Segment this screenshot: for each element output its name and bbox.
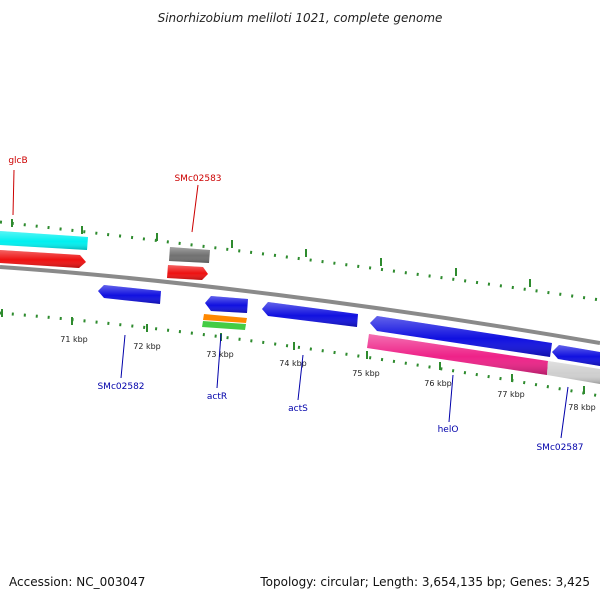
gene-leader-lines	[12, 169, 569, 439]
gene-label-helO[interactable]: helO	[438, 425, 459, 435]
gene-SMc02587-blue-shade	[552, 345, 600, 366]
gene-actR-shade	[205, 296, 248, 313]
outer-tick-ring-line	[0, 220, 600, 302]
map-title: Sinorhizobium meliloti 1021, complete ge…	[158, 11, 443, 25]
gene-label-actS[interactable]: actS	[288, 404, 308, 414]
inner-features	[98, 285, 600, 384]
genome-summary-text: Topology: circular; Length: 3,654,135 bp…	[259, 575, 590, 589]
leader-line-SMc02582	[120, 334, 126, 379]
gene-glcB-cyan-shade	[0, 231, 88, 250]
leader-line-SMc02587	[560, 386, 569, 439]
gene-SMc02582-shade	[98, 285, 161, 304]
kbp-label: 77 kbp	[497, 390, 525, 399]
accession-text: Accession: NC_003047	[9, 575, 145, 589]
leader-line-actS	[297, 354, 304, 401]
gene-label-SMc02583[interactable]: SMc02583	[174, 174, 221, 184]
gene-SMc02583-red-shade	[167, 265, 208, 280]
kbp-label: 76 kbp	[424, 379, 452, 388]
kbp-label: 74 kbp	[279, 359, 307, 368]
gene-actR-orange[interactable]	[203, 314, 247, 323]
outer-tick-ring	[0, 219, 600, 302]
gene-label-SMc02582[interactable]: SMc02582	[97, 382, 144, 392]
leader-line-helO	[448, 374, 454, 423]
gene-SMc02583-gray-shade	[169, 247, 210, 263]
gene-label-SMc02587[interactable]: SMc02587	[536, 443, 583, 453]
kbp-labels: 71 kbp 72 kbp 73 kbp 74 kbp 75 kbp 76 kb…	[60, 335, 596, 412]
gene-actS-shade	[262, 302, 358, 327]
leader-line-glcB	[12, 169, 15, 216]
gene-actR-green[interactable]	[202, 321, 246, 330]
gene-helO-pink-shade	[367, 334, 548, 375]
leader-line-actR	[216, 333, 222, 389]
gene-helO-blue-shade	[370, 316, 552, 357]
gene-label-glcB[interactable]: glcB	[8, 156, 27, 166]
outer-features	[0, 231, 210, 280]
kbp-label: 75 kbp	[352, 369, 380, 378]
gene-SMc02587-lightgray-shade	[547, 361, 600, 384]
kbp-label: 78 kbp	[568, 403, 596, 412]
gene-label-actR[interactable]: actR	[207, 392, 227, 402]
kbp-label: 71 kbp	[60, 335, 88, 344]
genome-backbone	[0, 265, 600, 345]
kbp-label: 72 kbp	[133, 342, 161, 351]
leader-line-SMc02583	[191, 184, 199, 233]
gene-labels: glcB SMc02583 SMc02582 actR actS helO SM…	[8, 156, 583, 453]
gene-glcB-red-shade	[0, 250, 86, 268]
kbp-label: 73 kbp	[206, 350, 234, 359]
